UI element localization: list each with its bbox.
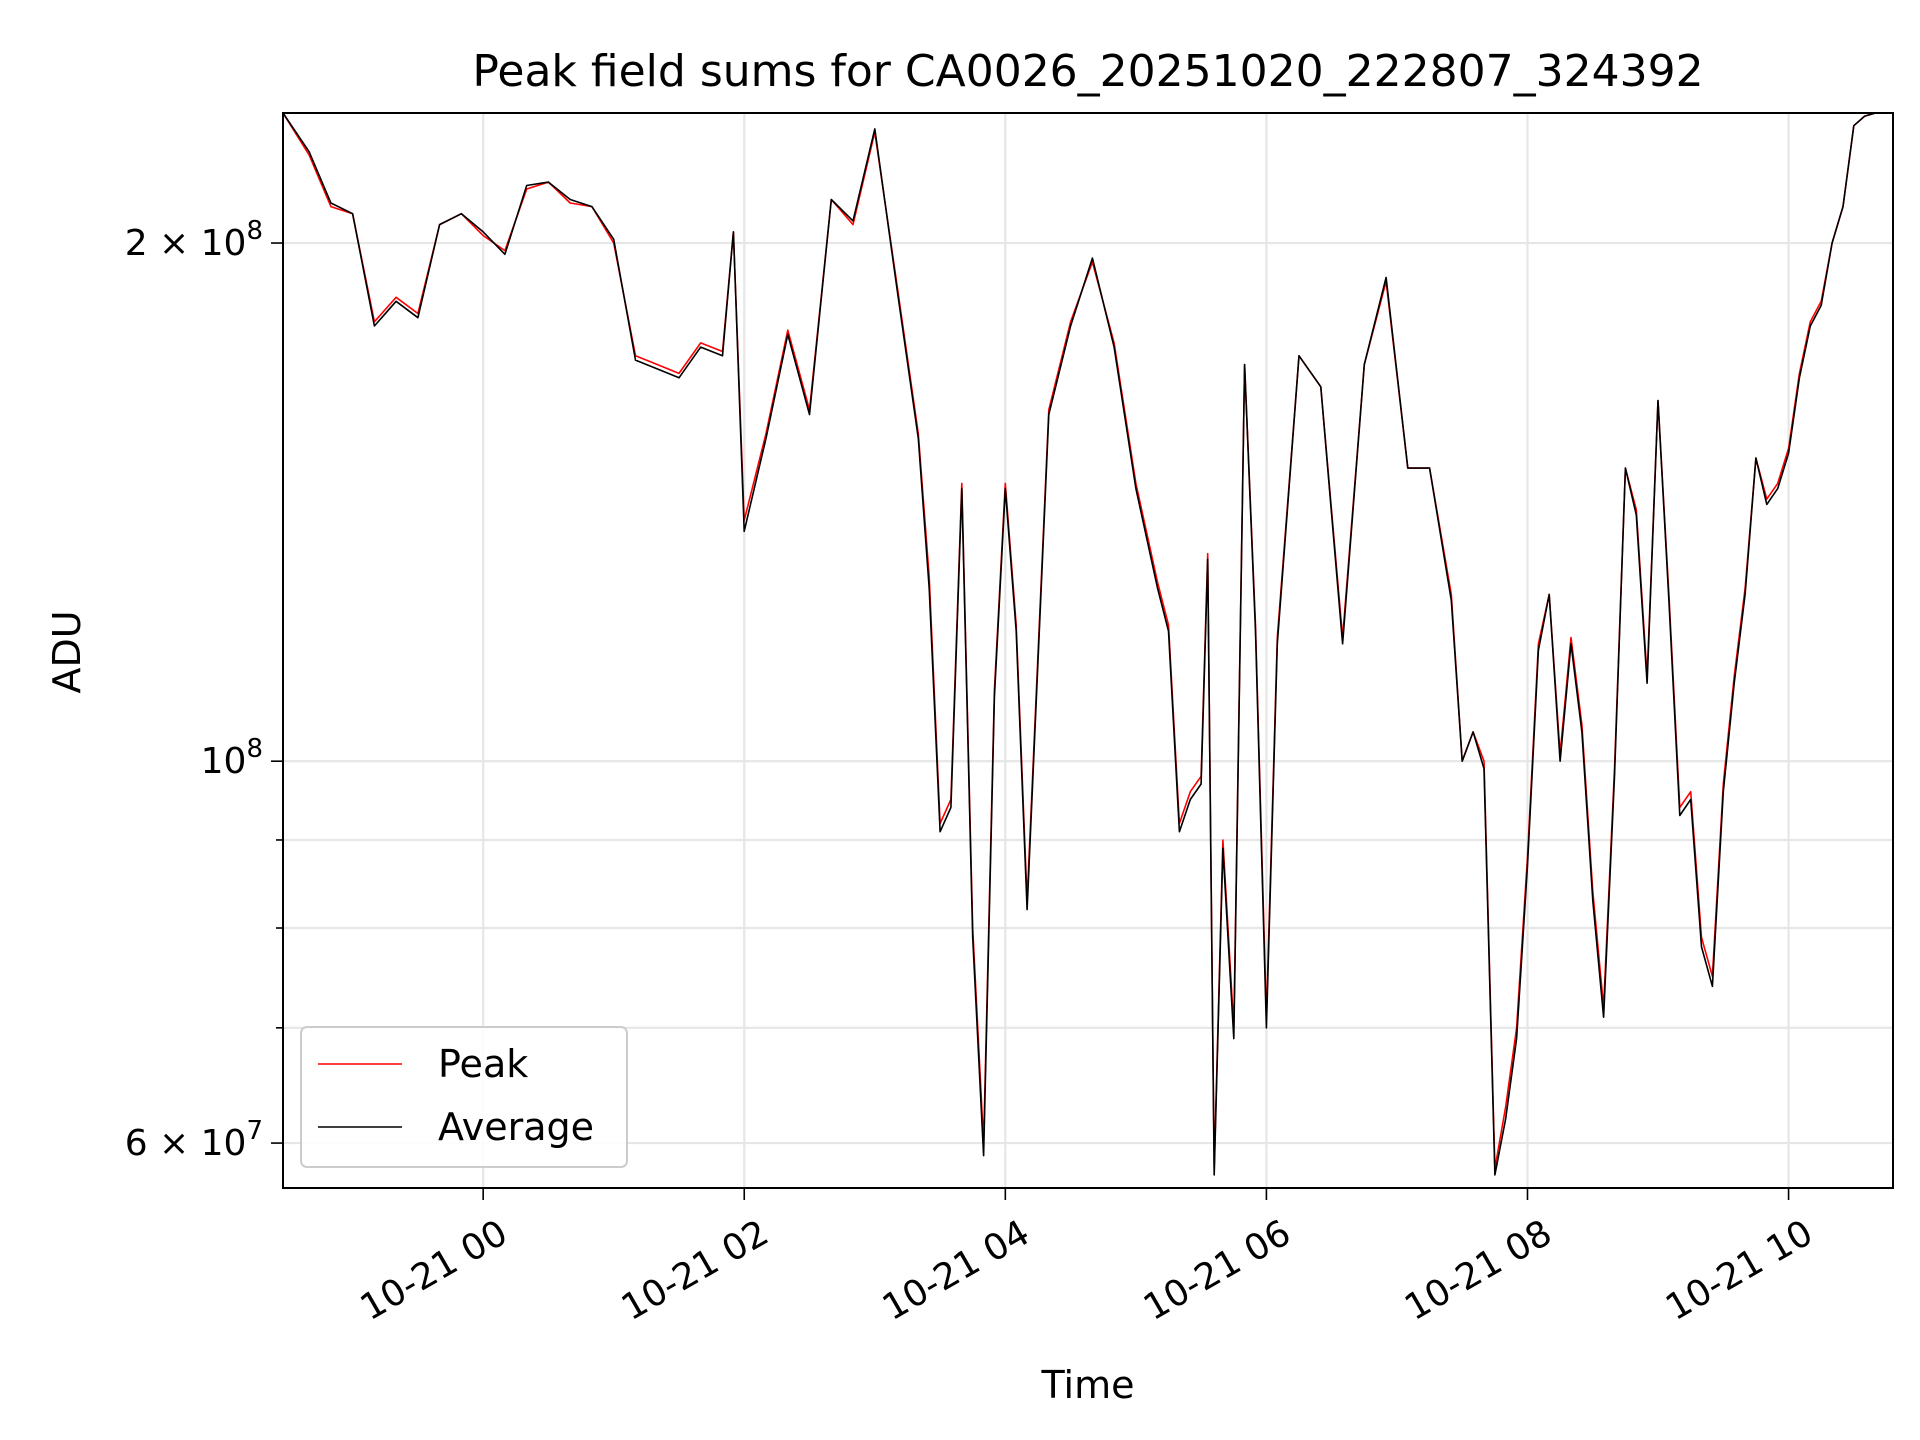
chart-title: Peak field sums for CA0026_20251020_2228…: [472, 46, 1703, 97]
series-lines: [282, 112, 1876, 1176]
series-line-average: [282, 112, 1876, 1176]
plot-frame: [282, 112, 1894, 1189]
legend-label-average: Average: [438, 1105, 594, 1149]
y-tick-label: 108: [201, 734, 263, 782]
legend-box: [300, 1026, 628, 1168]
y-tick-label: 6 × 107: [125, 1116, 263, 1164]
y-axis-ticks: 6 × 107 108 2 × 108: [125, 216, 283, 1164]
y-tick-label: 2 × 108: [125, 216, 263, 264]
y-axis-label: ADU: [45, 610, 89, 693]
legend-label-peak: Peak: [438, 1042, 528, 1086]
legend: Peak Average: [300, 1026, 628, 1168]
x-axis-label: Time: [1041, 1363, 1135, 1407]
